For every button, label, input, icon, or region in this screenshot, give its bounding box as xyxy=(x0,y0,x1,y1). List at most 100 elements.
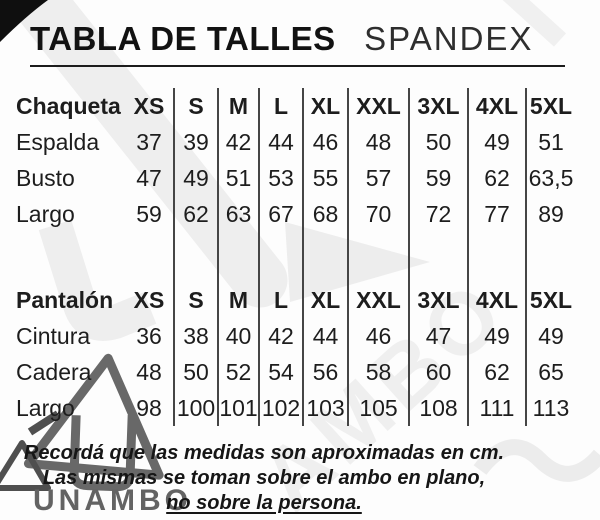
size-header: XXL xyxy=(347,282,408,318)
row-label: Largo xyxy=(16,395,75,421)
value-cell: 48 xyxy=(347,124,408,160)
value-cell: 50 xyxy=(408,124,467,160)
value-cell: 58 xyxy=(347,354,408,390)
value-cell: 113 xyxy=(525,390,575,426)
value-cell: 39 xyxy=(173,124,217,160)
spacer-cell xyxy=(525,232,575,282)
value-cell: 100 xyxy=(173,390,217,426)
value-cell: 62 xyxy=(467,160,525,196)
value-cell: 65 xyxy=(525,354,575,390)
value-cell: 38 xyxy=(173,318,217,354)
value-cell: 46 xyxy=(302,124,347,160)
footer-note: Recordá que las medidas son aproximadas … xyxy=(0,441,528,516)
corner-wedge-shape xyxy=(0,0,48,42)
value-cell: 89 xyxy=(525,196,575,232)
row-label: Busto xyxy=(16,165,75,191)
value-cell: 49 xyxy=(467,318,525,354)
value-cell: 53 xyxy=(258,160,302,196)
edge-fragment-shape xyxy=(27,410,61,436)
size-header: 4XL xyxy=(467,88,525,124)
value-cell: 57 xyxy=(347,160,408,196)
value-cell: 49 xyxy=(525,318,575,354)
size-header: XL xyxy=(302,88,347,124)
row-label: Espalda xyxy=(16,129,100,155)
size-header: S xyxy=(173,282,217,318)
size-header: L xyxy=(258,282,302,318)
value-cell: 77 xyxy=(467,196,525,232)
spacer-cell xyxy=(347,232,408,282)
page-title: TABLA DE TALLES xyxy=(30,20,336,57)
value-cell: 42 xyxy=(217,124,258,160)
value-cell: 72 xyxy=(408,196,467,232)
spacer-cell xyxy=(408,232,467,282)
value-cell: 98 xyxy=(136,395,162,421)
size-header: 3XL xyxy=(408,282,467,318)
value-cell: 48 xyxy=(136,359,162,385)
value-cell: 52 xyxy=(217,354,258,390)
size-header: S xyxy=(173,88,217,124)
size-header: XL xyxy=(302,282,347,318)
size-header: 5XL xyxy=(525,282,575,318)
value-cell: 49 xyxy=(467,124,525,160)
value-cell: 102 xyxy=(258,390,302,426)
size-header: 4XL xyxy=(467,282,525,318)
size-header: M xyxy=(217,88,258,124)
value-cell: 47 xyxy=(408,318,467,354)
spacer-cell xyxy=(258,232,302,282)
edge-triangle-shape xyxy=(0,440,51,491)
value-cell: 54 xyxy=(258,354,302,390)
value-cell: 42 xyxy=(258,318,302,354)
size-table-grid: Chaqueta XS S M L XL XXL 3XL 4XL 5XL Espalda 37 39 42… xyxy=(12,88,575,426)
value-cell: 108 xyxy=(408,390,467,426)
value-cell: 51 xyxy=(217,160,258,196)
value-cell: 49 xyxy=(173,160,217,196)
value-cell: 55 xyxy=(302,160,347,196)
value-cell: 51 xyxy=(525,124,575,160)
size-header: M xyxy=(217,282,258,318)
size-header: 3XL xyxy=(408,88,467,124)
value-cell: 56 xyxy=(302,354,347,390)
footer-line-1: Recordá que las medidas son aproximadas … xyxy=(23,442,505,464)
size-header: XS xyxy=(133,93,165,119)
value-cell: 105 xyxy=(347,390,408,426)
size-header: 5XL xyxy=(525,88,575,124)
value-cell: 60 xyxy=(408,354,467,390)
value-cell: 47 xyxy=(136,165,162,191)
spacer-cell xyxy=(12,232,125,282)
value-cell: 62 xyxy=(173,196,217,232)
footer-line-3: no sobre la persona. xyxy=(166,492,362,514)
value-cell: 37 xyxy=(136,129,162,155)
size-header: XXL xyxy=(347,88,408,124)
page-header: TABLA DE TALLES SPANDEX xyxy=(30,20,565,67)
triangle-u-logo-icon xyxy=(23,353,164,492)
value-cell: 70 xyxy=(347,196,408,232)
spacer-cell xyxy=(302,232,347,282)
row-label: Cintura xyxy=(16,323,91,349)
spacer-cell xyxy=(125,232,173,282)
size-header: XS xyxy=(133,287,165,313)
value-cell: 63,5 xyxy=(525,160,575,196)
footer-line-2: Las mismas se toman sobre el ambo en pla… xyxy=(42,467,486,489)
value-cell: 67 xyxy=(258,196,302,232)
value-cell: 111 xyxy=(467,390,525,426)
page-subtitle: SPANDEX xyxy=(364,20,534,57)
value-cell: 59 xyxy=(408,160,467,196)
value-cell: 62 xyxy=(467,354,525,390)
section-label: Pantalón xyxy=(16,287,114,313)
spacer-cell xyxy=(173,232,217,282)
spacer-cell xyxy=(467,232,525,282)
spacer-cell xyxy=(217,232,258,282)
section-label: Chaqueta xyxy=(16,93,121,119)
value-cell: 101 xyxy=(217,390,258,426)
value-cell: 44 xyxy=(258,124,302,160)
value-cell: 36 xyxy=(136,323,162,349)
value-cell: 63 xyxy=(217,196,258,232)
value-cell: 40 xyxy=(217,318,258,354)
value-cell: 59 xyxy=(136,201,162,227)
brand-wordmark: UNAMBO xyxy=(33,484,192,517)
value-cell: 46 xyxy=(347,318,408,354)
row-label: Largo xyxy=(16,201,75,227)
